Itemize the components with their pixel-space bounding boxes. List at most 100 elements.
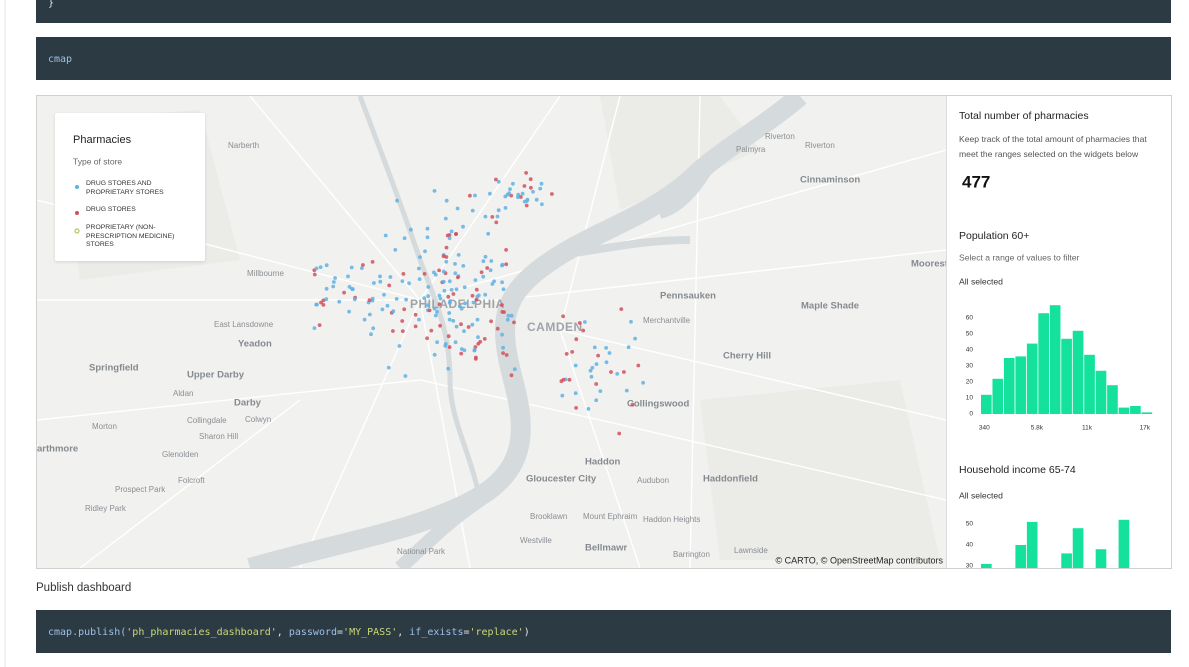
place-label: Maple Shade: [801, 301, 859, 312]
place-label: Haddon: [585, 457, 621, 468]
pharmacy-point: [512, 367, 517, 371]
pharmacy-point: [636, 363, 641, 368]
pharmacy-point: [540, 202, 544, 207]
pharmacy-point: [383, 233, 388, 238]
pharmacy-point: [508, 187, 512, 192]
pharmacy-point: [560, 393, 565, 398]
pharmacy-point: [522, 184, 527, 188]
y-tick-label: 10: [966, 395, 974, 402]
pharmacy-point: [594, 362, 599, 366]
pharmacy-point: [402, 307, 407, 312]
pharmacy-point: [444, 245, 449, 250]
pharmacy-point: [470, 208, 475, 213]
place-label: Gloucester City: [526, 474, 597, 485]
pharmacy-point: [369, 332, 373, 337]
pharmacy-point: [432, 352, 437, 357]
pharmacy-point: [447, 301, 452, 305]
pharmacy-point: [520, 191, 525, 196]
pharmacy-point: [478, 339, 483, 344]
pharmacy-point: [413, 324, 418, 329]
pharmacy-point: [471, 300, 476, 305]
pharmacy-point: [490, 282, 495, 286]
pharmacy-point: [393, 248, 398, 252]
pharmacy-point: [441, 269, 446, 274]
code-token: password: [289, 627, 337, 638]
pharmacy-point: [350, 287, 355, 292]
pharmacy-point: [400, 279, 405, 283]
pharmacy-point: [342, 290, 346, 295]
pharmacy-point: [454, 232, 458, 236]
pharmacy-point: [501, 345, 505, 350]
pharmacy-point: [518, 195, 523, 199]
pharmacy-point: [432, 189, 437, 193]
river: [559, 148, 724, 259]
pharmacy-point: [472, 347, 477, 352]
y-tick-label: 50: [966, 331, 974, 338]
pharmacy-point: [479, 270, 484, 275]
pharmacy-point: [512, 320, 516, 325]
pharmacy-point: [592, 345, 597, 350]
pharmacy-point: [417, 317, 421, 322]
pharmacy-point: [422, 272, 427, 276]
pharmacy-point: [504, 248, 508, 252]
pharmacy-point: [482, 337, 487, 341]
place-label: Colwyn: [245, 415, 271, 424]
pharmacy-point: [318, 265, 323, 269]
legend: [55, 113, 205, 261]
pharmacy-point: [386, 365, 391, 370]
delaware-river: [247, 96, 807, 568]
y-tick-label: 30: [966, 563, 974, 570]
legend-label-box: DRUG STORES: [86, 206, 136, 213]
pharmacy-point: [495, 326, 500, 331]
pharmacy-point: [581, 328, 586, 333]
pharmacy-point: [455, 206, 460, 211]
pharmacy-point: [564, 352, 569, 356]
pharmacy-point: [401, 272, 406, 276]
pharmacy-point: [372, 281, 376, 285]
pharmacy-point: [509, 313, 514, 318]
pharmacy-point: [588, 368, 593, 373]
pharmacy-point: [317, 323, 322, 327]
pharmacy-point: [509, 373, 514, 378]
pharmacy-point: [573, 363, 578, 368]
pharmacy-point: [451, 292, 456, 296]
pharmacy-point: [505, 317, 510, 322]
pharmacy-point: [324, 286, 329, 291]
pharmacy-point: [522, 199, 527, 204]
pharmacy-point: [425, 336, 429, 341]
pharmacy-point: [438, 323, 442, 328]
pharmacy-point: [483, 214, 488, 219]
sidebar: Total number of pharmacies Keep track of…: [959, 110, 1153, 570]
code-token: ): [524, 627, 530, 638]
pharmacy-point: [447, 345, 452, 349]
pharmacy-point: [492, 279, 496, 284]
pharmacy-point: [423, 249, 427, 254]
pharmacy-point: [347, 309, 351, 314]
pharmacy-point: [524, 171, 528, 175]
x-tick-label: 340: [979, 425, 990, 432]
pharmacy-point: [550, 192, 554, 196]
pharmacy-point: [462, 285, 467, 290]
histogram-bar: [1015, 545, 1027, 568]
pharmacy-point: [380, 307, 385, 312]
place-label: National Park: [397, 547, 446, 556]
histogram-bar: [1061, 338, 1072, 414]
legend-subtitle: Type of store: [73, 156, 122, 166]
pharmacy-point: [449, 288, 454, 292]
place-label: Yeadon: [238, 339, 272, 350]
pharmacy-point: [574, 337, 579, 342]
pharmacy-point: [494, 177, 498, 182]
pharmacy-point: [507, 191, 511, 196]
pharmacy-point: [470, 322, 475, 327]
pharmacy-point: [617, 431, 622, 436]
pharmacy-point: [506, 313, 511, 318]
pharmacy-point: [446, 366, 451, 371]
pharmacy-point: [500, 280, 504, 285]
pharmacy-point: [451, 319, 456, 323]
pharmacy-point: [449, 229, 454, 234]
pharmacy-point: [370, 296, 375, 301]
pharmacy-point: [496, 179, 501, 184]
widget-status: All selected: [959, 490, 1003, 500]
pharmacy-point: [531, 189, 535, 194]
